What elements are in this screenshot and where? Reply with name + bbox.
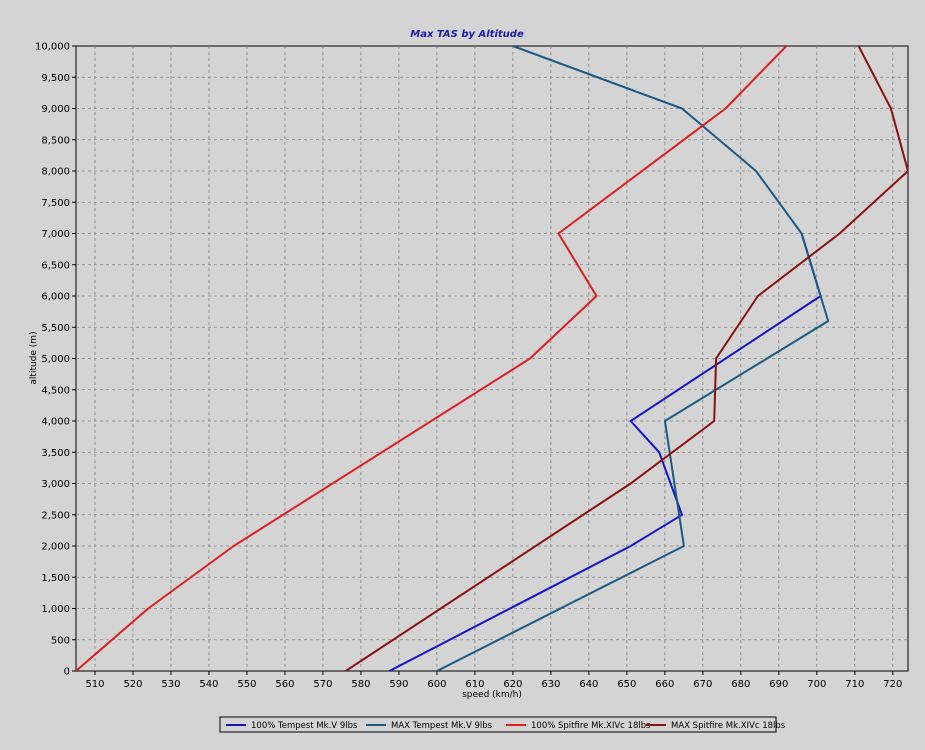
x-tick-label: 620: [503, 679, 522, 690]
y-tick-label: 0: [64, 667, 70, 678]
x-tick-label: 650: [617, 679, 636, 690]
x-tick-label: 580: [351, 679, 370, 690]
series-line-3: [76, 46, 788, 671]
y-tick-label: 500: [51, 635, 70, 646]
y-tick-label: 2,000: [41, 542, 70, 553]
y-tick-label: 9,500: [41, 73, 70, 84]
legend-label: 100% Tempest Mk.V 9lbs: [251, 721, 358, 731]
x-tick-label: 510: [85, 679, 104, 690]
x-axis-ticks: 510 520 530 540 550 560 570 580 590 600 610 620 630 6…: [85, 671, 902, 690]
legend-label: MAX Tempest Mk.V 9lbs: [391, 721, 493, 731]
y-tick-label: 10,000: [35, 42, 70, 53]
y-tick-label: 6,500: [41, 260, 70, 271]
y-tick-label: 3,500: [41, 448, 70, 459]
x-tick-label: 520: [123, 679, 142, 690]
y-tick-label: 1,000: [41, 604, 70, 615]
series-lines: [76, 46, 908, 671]
x-axis-title: speed (km/h): [462, 690, 522, 700]
x-tick-label: 530: [161, 679, 180, 690]
x-tick-label: 720: [883, 679, 902, 690]
series-line-2: [436, 46, 830, 671]
series-line-4: [345, 46, 908, 671]
y-tick-label: 6,000: [41, 292, 70, 303]
legend-label: MAX Spitfire Mk.XIVc 18lbs: [671, 721, 786, 731]
x-tick-label: 560: [275, 679, 294, 690]
y-tick-label: 4,500: [41, 385, 70, 396]
grid: [76, 46, 908, 671]
x-tick-label: 680: [731, 679, 750, 690]
y-axis-title: altitude (m): [29, 331, 39, 384]
legend-items: 100% Tempest Mk.V 9lbs MAX Tempest Mk.V 9…: [226, 721, 786, 731]
x-tick-label: 630: [541, 679, 560, 690]
y-tick-label: 5,500: [41, 323, 70, 334]
x-tick-label: 700: [807, 679, 826, 690]
x-tick-label: 640: [579, 679, 598, 690]
y-tick-label: 7,000: [41, 229, 70, 240]
x-tick-label: 540: [199, 679, 218, 690]
y-tick-label: 4,000: [41, 417, 70, 428]
legend-box: [219, 716, 777, 733]
legend: 100% Tempest Mk.V 9lbs MAX Tempest Mk.V 9…: [219, 716, 786, 733]
chart-title: Max TAS by Altitude: [410, 29, 524, 40]
x-tick-label: 550: [237, 679, 256, 690]
legend-label: 100% Spitfire Mk.XIVc 18lbs: [531, 721, 651, 731]
x-tick-label: 660: [655, 679, 674, 690]
y-axis-ticks: 0 500 1,000 1,500 2,000 2,500 3,000 3,500 4,000 4…: [35, 42, 76, 678]
x-tick-label: 690: [769, 679, 788, 690]
y-tick-label: 3,000: [41, 479, 70, 490]
y-tick-label: 1,500: [41, 573, 70, 584]
x-tick-label: 610: [465, 679, 484, 690]
x-tick-label: 590: [389, 679, 408, 690]
y-tick-label: 8,000: [41, 167, 70, 178]
x-tick-label: 600: [427, 679, 446, 690]
y-tick-label: 7,500: [41, 198, 70, 209]
x-tick-label: 710: [845, 679, 864, 690]
y-tick-label: 5,000: [41, 354, 70, 365]
x-tick-label: 670: [693, 679, 712, 690]
y-tick-label: 2,500: [41, 510, 70, 521]
y-tick-label: 8,500: [41, 135, 70, 146]
x-tick-label: 570: [313, 679, 332, 690]
y-tick-label: 9,000: [41, 104, 70, 115]
